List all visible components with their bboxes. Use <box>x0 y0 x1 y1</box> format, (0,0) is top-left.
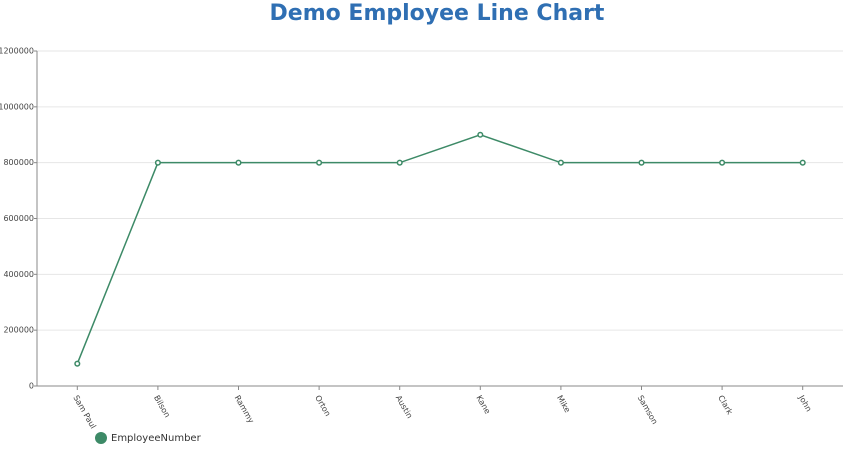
point <box>638 159 645 166</box>
y-tick-label: 200000 <box>3 326 34 335</box>
point <box>74 360 81 367</box>
point <box>154 159 161 166</box>
point <box>799 159 806 166</box>
x-tick-label: Mike <box>555 394 572 414</box>
y-tick-label: 800000 <box>3 158 34 167</box>
legend-swatch <box>95 432 107 444</box>
x-tick-label: Sam Paul <box>71 394 97 431</box>
y-tick-label: 600000 <box>3 214 34 223</box>
x-tick-label: Kane <box>474 394 492 416</box>
x-tick-label: Rammy <box>233 394 256 425</box>
chart-title: Demo Employee Line Chart <box>270 1 605 26</box>
point <box>235 159 242 166</box>
x-tick-label: Clark <box>716 394 734 417</box>
point <box>557 159 564 166</box>
point <box>316 159 323 166</box>
y-tick-label: 0 <box>29 382 34 391</box>
point <box>396 159 403 166</box>
x-tick-label: John <box>796 393 813 413</box>
x-tick-label: Samson <box>636 394 660 426</box>
series-line <box>76 133 803 364</box>
y-tick-label: 1000000 <box>0 102 34 111</box>
point <box>719 159 726 166</box>
x-tick-label: Orton <box>313 394 332 418</box>
y-tick-label: 400000 <box>3 270 34 279</box>
point <box>477 131 484 138</box>
legend-label: EmployeeNumber <box>111 433 202 444</box>
x-tick-label: Bilson <box>152 394 172 419</box>
y-tick-label: 1200000 <box>0 47 34 56</box>
x-tick-label: Austin <box>394 394 414 420</box>
